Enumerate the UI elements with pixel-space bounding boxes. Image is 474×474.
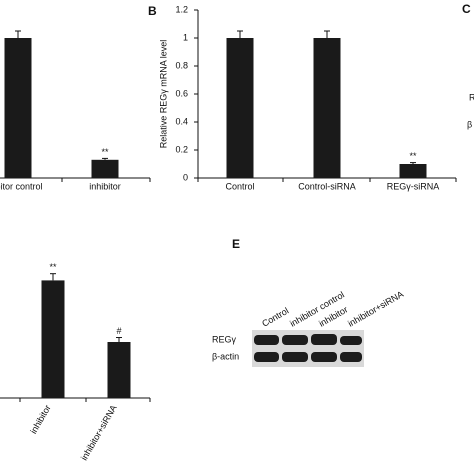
- significance-mark: **: [409, 151, 417, 161]
- bar: [4, 38, 32, 178]
- blot-column-label: inhibitor+siRNA: [346, 289, 405, 329]
- y-tick-label: 1.2: [175, 4, 188, 14]
- x-tick-label: Control-siRNA: [298, 181, 356, 191]
- panel-letter: B: [148, 4, 157, 18]
- bar: [41, 280, 65, 398]
- y-tick-label: 0: [183, 172, 188, 182]
- y-tick-label: 0.2: [175, 144, 188, 154]
- y-tick-label: 0.8: [175, 60, 188, 70]
- bar: [91, 159, 119, 178]
- blot-row-label: REGγ: [212, 334, 237, 344]
- x-tick-label: ibitor control: [0, 181, 43, 191]
- y-axis-label: Relative REGγ mRNA level: [158, 40, 168, 149]
- bar: [313, 38, 341, 178]
- x-tick-label: inhibitor: [28, 403, 52, 435]
- row-label: R: [469, 92, 474, 102]
- blot-bands: [254, 334, 362, 362]
- bar: [226, 38, 254, 178]
- y-tick-label: 1: [183, 32, 188, 42]
- x-tick-label: REGγ-siRNA: [387, 181, 440, 191]
- x-tick-label: Control: [225, 181, 254, 191]
- significance-mark: #: [116, 326, 121, 336]
- significance-mark: **: [101, 147, 109, 157]
- y-tick-label: 0.4: [175, 116, 188, 126]
- x-tick-label: inhibitor+siRNA: [79, 403, 119, 462]
- panel-letter: C: [462, 2, 471, 16]
- panel-letter: E: [232, 237, 240, 251]
- blot-row-label: β-actin: [212, 351, 239, 361]
- blot-column-label: Control: [260, 306, 290, 329]
- bar: [399, 164, 427, 178]
- row-label: β: [467, 119, 472, 129]
- x-tick-label: inhibitor: [89, 181, 121, 191]
- bar: [107, 342, 131, 398]
- y-tick-label: 0.6: [175, 88, 188, 98]
- significance-mark: **: [49, 262, 57, 272]
